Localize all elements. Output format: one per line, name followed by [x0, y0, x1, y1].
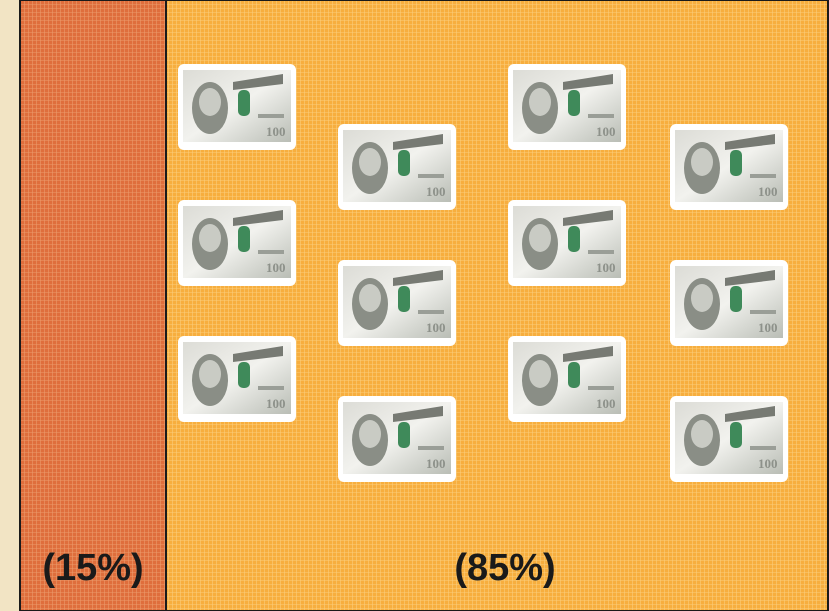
bill: [338, 124, 456, 210]
bill: [670, 260, 788, 346]
bill: [178, 336, 296, 422]
bill: [508, 336, 626, 422]
bill: [508, 200, 626, 286]
panel-label: (15%): [42, 547, 143, 589]
bill: [338, 396, 456, 482]
bill: [670, 396, 788, 482]
bill: [670, 124, 788, 210]
bill: [508, 64, 626, 150]
bill: [178, 200, 296, 286]
bill: [178, 64, 296, 150]
bill: [338, 260, 456, 346]
panel-label: (85%): [454, 547, 555, 589]
left-panel: [19, 0, 167, 611]
